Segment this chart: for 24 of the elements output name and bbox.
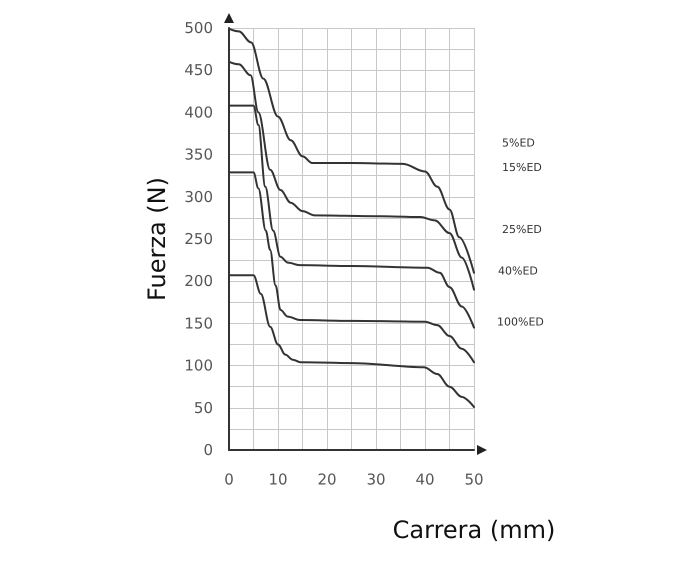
y-tick-label: 250 [184,230,213,248]
y-axis-title: Fuerza (N) [143,177,171,301]
y-tick-label: 150 [184,314,213,332]
text: 25%ED [502,223,542,236]
x-tick-label: 10 [268,470,288,488]
y-tick-label: 400 [184,103,213,122]
x-tick-label: 50 [464,470,484,488]
y-tick-label: 0 [203,441,213,459]
x-tick-label: 0 [224,470,234,488]
x-tick-label: 30 [366,470,386,488]
y-tick-label: 350 [184,146,213,164]
text: 15%ED [502,161,542,174]
x-tick-label: 40 [415,470,435,488]
text: 100%ED [497,315,544,328]
y-tick-label: 500 [184,19,213,37]
x-tick-label: 20 [317,470,337,488]
x-axis-title: Carrera (mm) [392,516,556,544]
y-tick-label: 50 [194,398,213,417]
y-tick-label: 300 [184,188,213,206]
y-tick-label: 100 [184,356,213,375]
text: 5%ED [502,136,535,150]
text: 40%ED [498,264,538,278]
y-tick-label: 200 [184,272,213,290]
y-tick-label: 450 [184,61,213,80]
